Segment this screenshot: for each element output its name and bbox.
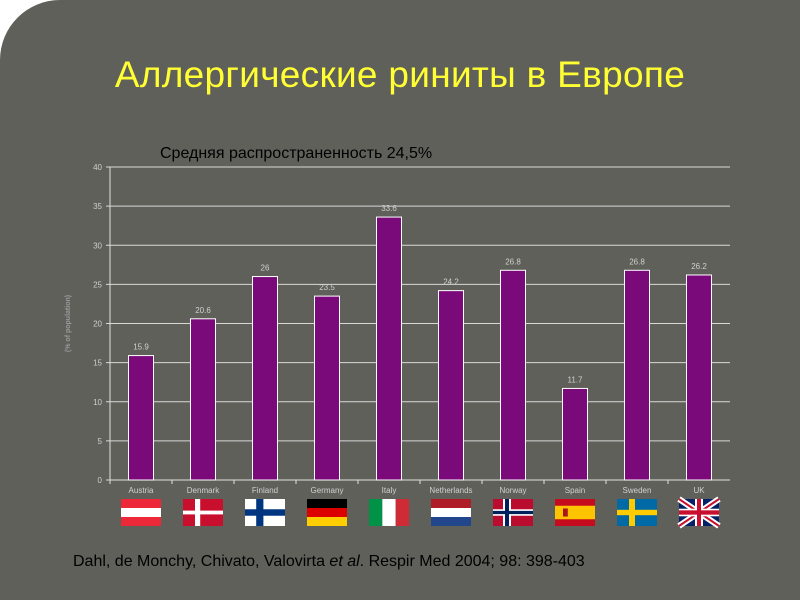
germany-flag-icon: [307, 499, 347, 526]
citation-rest: . Respir Med 2004; 98: 398-403: [359, 553, 585, 570]
y-tick-label: 35: [93, 202, 102, 211]
x-tick-label: UK: [693, 486, 705, 495]
data-label: 26.2: [691, 262, 707, 271]
chart-subtitle: Средняя распространенность 24,5%: [160, 145, 433, 162]
y-tick-label: 30: [93, 241, 102, 250]
y-tick-label: 20: [93, 320, 102, 329]
x-tick-label: Norway: [499, 486, 526, 495]
data-label: 11.7: [568, 375, 584, 384]
y-tick-label: 15: [93, 359, 102, 368]
bar-austria: [128, 355, 154, 481]
y-tick-label: 25: [93, 280, 102, 289]
x-tick-label: Austria: [129, 486, 154, 495]
bar-denmark: [190, 318, 216, 481]
bar-uk: [686, 274, 712, 481]
data-label: 23.5: [319, 283, 335, 292]
bar-netherlands: [438, 290, 464, 481]
citation-authors: Dahl, de Monchy, Chivato, Valovirta: [73, 553, 330, 570]
sweden-flag-icon: [617, 499, 657, 526]
data-label: 26: [261, 264, 270, 273]
spain-flag-icon: [555, 499, 595, 526]
finland-flag-icon: [245, 499, 285, 526]
x-tick-label: Germany: [311, 486, 344, 495]
bar-finland: [252, 276, 278, 481]
uk-flag-icon: [677, 496, 721, 529]
x-tick-label: Italy: [382, 486, 397, 495]
data-label: 26.8: [629, 257, 645, 266]
x-tick-label: Finland: [252, 486, 278, 495]
y-tick-label: 5: [98, 437, 103, 446]
y-tick-label: 0: [98, 476, 103, 485]
data-label: 20.6: [195, 306, 211, 315]
slide-title: Аллергические риниты в Европе: [114, 54, 686, 95]
data-label: 24.2: [443, 278, 459, 287]
netherlands-flag-icon: [431, 499, 471, 526]
y-axis-label: (% of population): [65, 295, 72, 352]
citation-etal: et al: [329, 553, 360, 570]
data-label: 15.9: [133, 343, 149, 352]
citation: Dahl, de Monchy, Chivato, Valovirta et a…: [73, 553, 585, 571]
data-label: 26.8: [505, 257, 521, 266]
x-tick-label: Netherlands: [429, 486, 472, 495]
denmark-flag-icon: [183, 499, 223, 526]
italy-flag-icon: [369, 499, 409, 526]
norway-flag-icon: [493, 499, 533, 526]
bar-sweden: [624, 269, 650, 481]
bar-italy: [376, 216, 402, 481]
x-tick-label: Denmark: [187, 486, 220, 495]
bar-germany: [314, 295, 340, 481]
austria-flag-icon: [121, 499, 161, 526]
bar-norway: [500, 269, 526, 481]
x-tick-label: Sweden: [623, 486, 652, 495]
bar-chart: 0 5 10 15 20 25 30 35 40 (% of population) 15.9 Aus…: [65, 163, 730, 529]
y-tick-label: 40: [93, 163, 102, 172]
y-tick-label: 10: [93, 398, 102, 407]
x-tick-label: Spain: [565, 486, 585, 495]
bar-spain: [562, 387, 588, 481]
data-label: 33.6: [381, 204, 397, 213]
chart-area: 0 5 10 15 20 25 30 35 40 (% of population) 15.9 Aus…: [50, 155, 750, 535]
